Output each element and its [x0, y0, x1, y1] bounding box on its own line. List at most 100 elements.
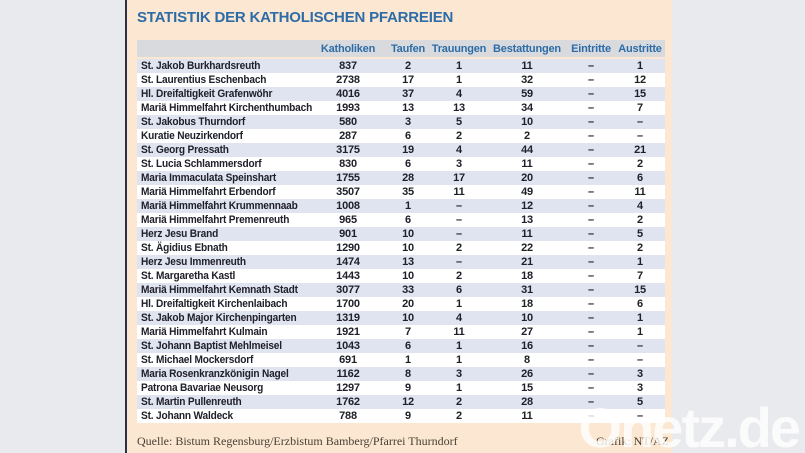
cell-trauungen: – [456, 214, 462, 226]
parish-name: Mariä Himmelfahrt Kulmain [141, 326, 268, 338]
table-row: Mariä Himmelfahrt Erbendorf 3507 35 11 49 – 11 [137, 185, 665, 199]
table-row: Mariä Himmelfahrt Krummennaab 1008 1 – 12 – 4 [137, 199, 665, 213]
cell-bestattungen: 49 [521, 186, 533, 198]
cell-trauungen: 11 [453, 186, 465, 198]
cell-katholiken: 788 [339, 410, 357, 422]
cell-trauungen: 1 [456, 298, 462, 310]
cell-eintritte: – [588, 228, 594, 240]
table-row: St. Margaretha Kastl 1443 10 2 18 – 7 [137, 269, 665, 283]
parish-name: St. Laurentius Eschenbach [141, 74, 267, 86]
cell-katholiken: 1297 [336, 382, 360, 394]
cell-eintritte: – [588, 144, 594, 156]
table-row: St. Lucia Schlammersdorf 830 6 3 11 – 2 [137, 157, 665, 171]
cell-katholiken: 837 [339, 60, 357, 72]
table-row: Herz Jesu Immenreuth 1474 13 – 21 – 1 [137, 255, 665, 269]
cell-katholiken: 1762 [336, 396, 360, 408]
cell-katholiken: 4016 [336, 88, 360, 100]
cell-trauungen: 1 [456, 382, 462, 394]
cell-katholiken: 830 [339, 158, 357, 170]
cell-katholiken: 965 [339, 214, 357, 226]
cell-eintritte: – [588, 158, 594, 170]
parish-name: St. Martin Pullenreuth [141, 396, 242, 408]
cell-taufen: 13 [402, 256, 414, 268]
cell-austritte: 7 [637, 270, 643, 282]
parish-name: Mariä Himmelfahrt Premenreuth [141, 214, 290, 226]
cell-bestattungen: 20 [521, 172, 533, 184]
cell-taufen: 28 [402, 172, 414, 184]
cell-eintritte: – [588, 214, 594, 226]
cell-eintritte: – [588, 116, 594, 128]
cell-trauungen: 2 [456, 130, 462, 142]
cell-taufen: 33 [402, 284, 414, 296]
cell-katholiken: 580 [339, 116, 357, 128]
cell-bestattungen: 59 [521, 88, 533, 100]
parish-name: Maria Immaculata Speinshart [141, 172, 277, 184]
parish-name: Maria Rosenkranzkönigin Nagel [141, 368, 289, 380]
cell-austritte: 2 [637, 242, 643, 254]
table-row: Maria Rosenkranzkönigin Nagel 1162 8 3 26 – 3 [137, 367, 665, 381]
cell-bestattungen: 26 [521, 368, 533, 380]
table-row: St. Georg Pressath 3175 19 4 44–21 [137, 143, 665, 157]
table-row: Hl. Dreifaltigkeit Kirchenlaibach 1700 20 1… [137, 297, 665, 311]
cell-taufen: 6 [405, 158, 411, 170]
cell-trauungen: 1 [456, 74, 462, 86]
cell-bestattungen: 27 [521, 326, 533, 338]
cell-bestattungen: 13 [521, 214, 533, 226]
cell-austritte: 12 [634, 74, 646, 86]
cell-bestattungen: 11 [521, 158, 533, 170]
cell-austritte: 7 [637, 102, 643, 114]
cell-trauungen: 2 [456, 410, 462, 422]
table-row: Mariä Himmelfahrt Kulmain 1921 7 11 27 – 1 [137, 325, 665, 339]
cell-trauungen: 4 [456, 312, 462, 324]
parish-name: St. Margaretha Kastl [141, 270, 236, 282]
cell-taufen: 12 [402, 396, 414, 408]
cell-austritte: – [637, 340, 643, 352]
cell-taufen: 7 [405, 326, 411, 338]
cell-taufen: 1 [405, 354, 411, 366]
cell-taufen: 3 [405, 116, 411, 128]
cell-katholiken: 1290 [336, 242, 360, 254]
cell-eintritte: – [588, 102, 594, 114]
cell-taufen: 1 [405, 200, 411, 212]
cell-eintritte: – [588, 172, 594, 184]
cell-eintritte: – [588, 340, 594, 352]
cell-trauungen: 1 [456, 340, 462, 352]
cell-eintritte: – [588, 326, 594, 338]
cell-taufen: 9 [405, 382, 411, 394]
cell-katholiken: 1755 [336, 172, 360, 184]
parish-name: St. Jakob Major Kirchenpingarten [141, 312, 297, 324]
cell-katholiken: 1921 [336, 326, 360, 338]
cell-taufen: 35 [402, 186, 414, 198]
cell-eintritte: – [588, 368, 594, 380]
table-row: St. Jakob Burkhardsreuth 837 2 1 11–1 [137, 59, 665, 73]
cell-austritte: 4 [637, 200, 643, 212]
cell-bestattungen: 18 [521, 298, 533, 310]
cell-katholiken: 1700 [336, 298, 360, 310]
cell-taufen: 10 [402, 242, 414, 254]
parish-name: Mariä Himmelfahrt Erbendorf [141, 186, 276, 198]
column-header-trauungen: Trauungen [431, 42, 487, 55]
cell-taufen: 17 [402, 74, 414, 86]
parish-name: Herz Jesu Brand [141, 228, 219, 240]
cell-bestattungen: 10 [521, 116, 533, 128]
cell-eintritte: – [588, 410, 594, 422]
cell-eintritte: – [588, 60, 594, 72]
cell-eintritte: – [588, 242, 594, 254]
cell-bestattungen: 16 [521, 340, 533, 352]
cell-austritte: 6 [637, 172, 643, 184]
cell-trauungen: 11 [453, 326, 465, 338]
cell-austritte: 5 [637, 396, 643, 408]
cell-katholiken: 1443 [336, 270, 360, 282]
cell-eintritte: – [588, 130, 594, 142]
cell-austritte: 1 [637, 256, 643, 268]
cell-bestattungen: 15 [521, 382, 533, 394]
cell-trauungen: – [456, 256, 462, 268]
cell-bestattungen: 32 [521, 74, 533, 86]
table-row: Patrona Bavariae Neusorg 1297 9 1 15 – 3 [137, 381, 665, 395]
cell-katholiken: 3507 [336, 186, 360, 198]
parish-name: St. Johann Baptist Mehlmeisel [141, 340, 282, 352]
table-row: Mariä Himmelfahrt Premenreuth 965 6 – 13 – 2 [137, 213, 665, 227]
cell-trauungen: 4 [456, 144, 462, 156]
column-header-eintritte: Eintritte [571, 42, 611, 55]
cell-austritte: 15 [634, 284, 646, 296]
